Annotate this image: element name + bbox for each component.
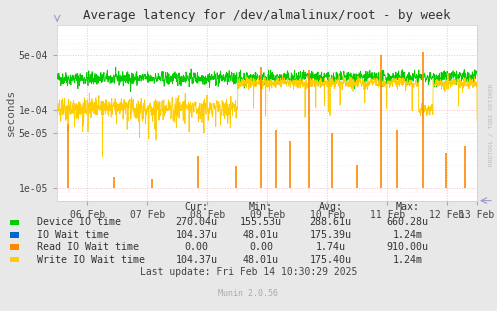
Text: Max:: Max: — [396, 202, 419, 212]
Text: RRDTOOL / TOBI OETIKER: RRDTOOL / TOBI OETIKER — [489, 83, 494, 166]
Text: 0.00: 0.00 — [184, 242, 208, 252]
Text: 175.39u: 175.39u — [310, 230, 351, 240]
Text: 155.53u: 155.53u — [240, 217, 282, 227]
Title: Average latency for /dev/almalinux/root - by week: Average latency for /dev/almalinux/root … — [83, 9, 451, 22]
Text: 175.40u: 175.40u — [310, 255, 351, 265]
Y-axis label: seconds: seconds — [6, 89, 16, 136]
Text: 1.74u: 1.74u — [316, 242, 345, 252]
Text: Cur:: Cur: — [184, 202, 208, 212]
Text: 48.01u: 48.01u — [243, 230, 279, 240]
Text: Min:: Min: — [249, 202, 273, 212]
Text: 48.01u: 48.01u — [243, 255, 279, 265]
Text: 1.24m: 1.24m — [393, 230, 422, 240]
Text: 660.28u: 660.28u — [387, 217, 428, 227]
Text: 104.37u: 104.37u — [175, 230, 217, 240]
Text: Device IO time: Device IO time — [37, 217, 121, 227]
Text: Last update: Fri Feb 14 10:30:29 2025: Last update: Fri Feb 14 10:30:29 2025 — [140, 267, 357, 277]
Text: 288.61u: 288.61u — [310, 217, 351, 227]
Text: Write IO Wait time: Write IO Wait time — [37, 255, 145, 265]
Text: 104.37u: 104.37u — [175, 255, 217, 265]
Text: Read IO Wait time: Read IO Wait time — [37, 242, 139, 252]
Text: 270.04u: 270.04u — [175, 217, 217, 227]
Text: 0.00: 0.00 — [249, 242, 273, 252]
Text: 910.00u: 910.00u — [387, 242, 428, 252]
Text: Avg:: Avg: — [319, 202, 342, 212]
Text: 1.24m: 1.24m — [393, 255, 422, 265]
Text: IO Wait time: IO Wait time — [37, 230, 109, 240]
Text: Munin 2.0.56: Munin 2.0.56 — [219, 290, 278, 298]
